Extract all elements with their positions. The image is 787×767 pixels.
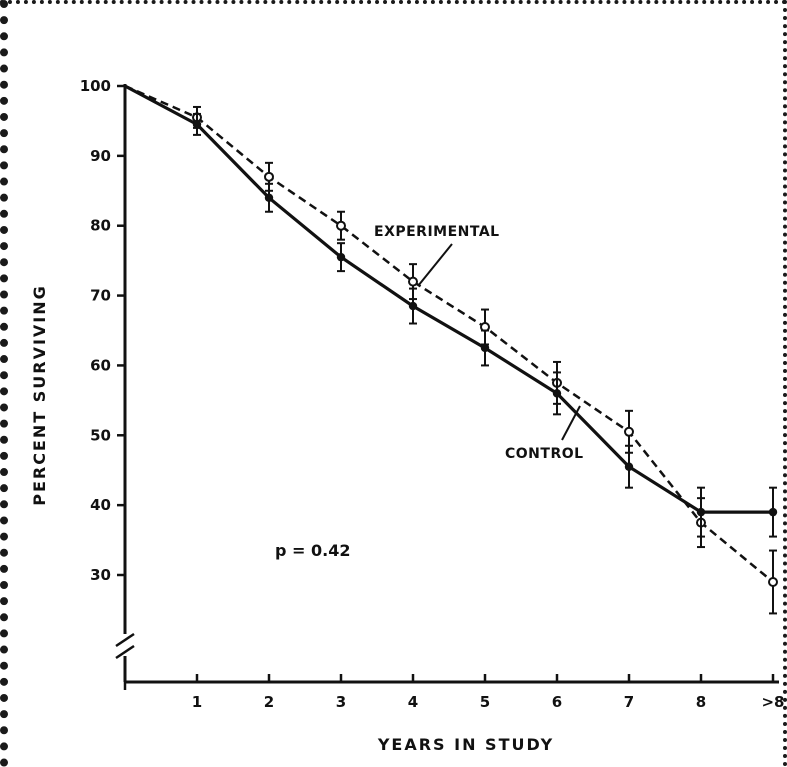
data-point bbox=[552, 389, 562, 398]
y-axis-title: PERCENT SURVIVING bbox=[30, 284, 49, 506]
x-tick-label: 2 bbox=[264, 693, 274, 711]
axis-break-mark bbox=[115, 644, 135, 660]
data-point bbox=[408, 301, 418, 311]
data-point bbox=[768, 507, 778, 517]
y-tick-label: 60 bbox=[90, 356, 111, 374]
control-label: CONTROL bbox=[505, 446, 584, 462]
y-tick-label: 50 bbox=[90, 426, 111, 444]
y-tick-label: 90 bbox=[90, 147, 111, 165]
control-line bbox=[124, 84, 773, 514]
axis-break-mark bbox=[115, 632, 135, 648]
data-point bbox=[264, 171, 274, 182]
data-point bbox=[768, 576, 778, 587]
data-point bbox=[408, 276, 418, 287]
y-tick-label: 70 bbox=[90, 287, 111, 305]
y-tick-label: 80 bbox=[90, 217, 111, 235]
data-point bbox=[336, 252, 346, 262]
x-tick-label: 8 bbox=[696, 693, 706, 711]
data-point bbox=[336, 220, 346, 231]
experimental-leader-line bbox=[417, 243, 453, 287]
x-tick-label: 3 bbox=[336, 693, 346, 711]
control-leader-line bbox=[561, 405, 581, 441]
y-tick-label: 40 bbox=[90, 496, 111, 514]
x-tick-label: 7 bbox=[624, 693, 634, 711]
x-tick-label: 1 bbox=[192, 693, 202, 711]
data-point bbox=[264, 193, 274, 202]
axes bbox=[115, 84, 779, 684]
p-value-annotation: p = 0.42 bbox=[275, 541, 350, 560]
data-point bbox=[624, 426, 634, 437]
experimental-line bbox=[124, 84, 774, 583]
series-control bbox=[124, 84, 778, 538]
data-point bbox=[480, 343, 490, 353]
series-experimental bbox=[124, 84, 778, 615]
y-tick-label: 100 bbox=[80, 77, 111, 95]
data-point bbox=[192, 120, 202, 129]
x-tick-label: 4 bbox=[408, 693, 418, 711]
x-axis-title: YEARS IN STUDY bbox=[377, 735, 554, 754]
axis-ticks: 100 90 80 70 60 50 40 30 1 2 3 4 5 6 7 8 >8 bbox=[80, 77, 785, 711]
experimental-label: EXPERIMENTAL bbox=[374, 224, 500, 240]
y-tick-label: 30 bbox=[90, 566, 111, 584]
data-point bbox=[696, 507, 706, 517]
series-layer bbox=[124, 84, 778, 615]
x-tick-label: 5 bbox=[480, 693, 490, 711]
x-tick-label: 6 bbox=[552, 693, 562, 711]
data-point bbox=[624, 462, 634, 471]
x-tick-label: >8 bbox=[761, 693, 784, 711]
